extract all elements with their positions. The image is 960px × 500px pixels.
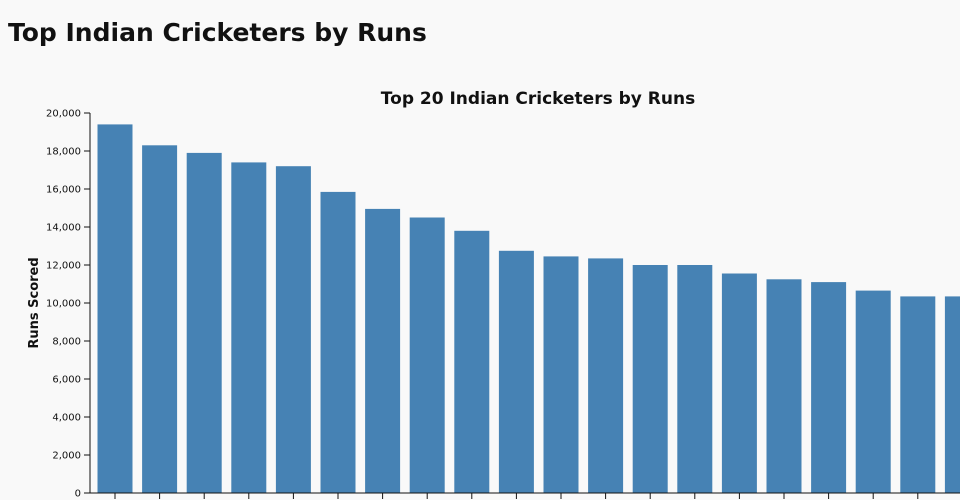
bar [721,273,757,493]
bar [543,256,579,493]
bar [944,296,960,493]
bar [275,166,311,493]
bar [766,279,802,494]
bar [365,208,401,493]
y-tick-label: 14,000 [46,223,81,234]
bar [97,124,133,494]
y-axis-label: Runs Scored [27,257,42,348]
y-tick-label: 12,000 [46,261,81,272]
bar [900,296,936,493]
bar [320,191,356,493]
y-tick-label: 18,000 [46,147,81,158]
y-tick-label: 6,000 [52,375,81,386]
bar [409,217,445,493]
y-tick-label: 2,000 [52,451,81,462]
bar [588,258,624,493]
bar [677,265,713,493]
bar [855,290,891,493]
bars-group [97,124,960,494]
bar [632,265,668,493]
chart-title: Top 20 Indian Cricketers by Runs [381,89,695,109]
bar [186,152,222,493]
x-axis [90,492,960,499]
bar [142,145,178,494]
y-tick-label: 16,000 [46,185,81,196]
y-axis: 0 2,000 4,000 6,000 8,000 10,000 12,000 14,000 1… [46,109,91,500]
bar [811,282,847,493]
y-tick-label: 8,000 [52,337,81,348]
bar [454,230,490,494]
y-tick-label: 20,000 [46,109,81,120]
bar [231,162,267,493]
bar [498,250,534,493]
y-tick-label: 10,000 [46,299,81,310]
page-title: Top Indian Cricketers by Runs [8,18,427,47]
y-tick-label: 4,000 [52,413,81,424]
y-tick-label: 0 [75,489,81,500]
